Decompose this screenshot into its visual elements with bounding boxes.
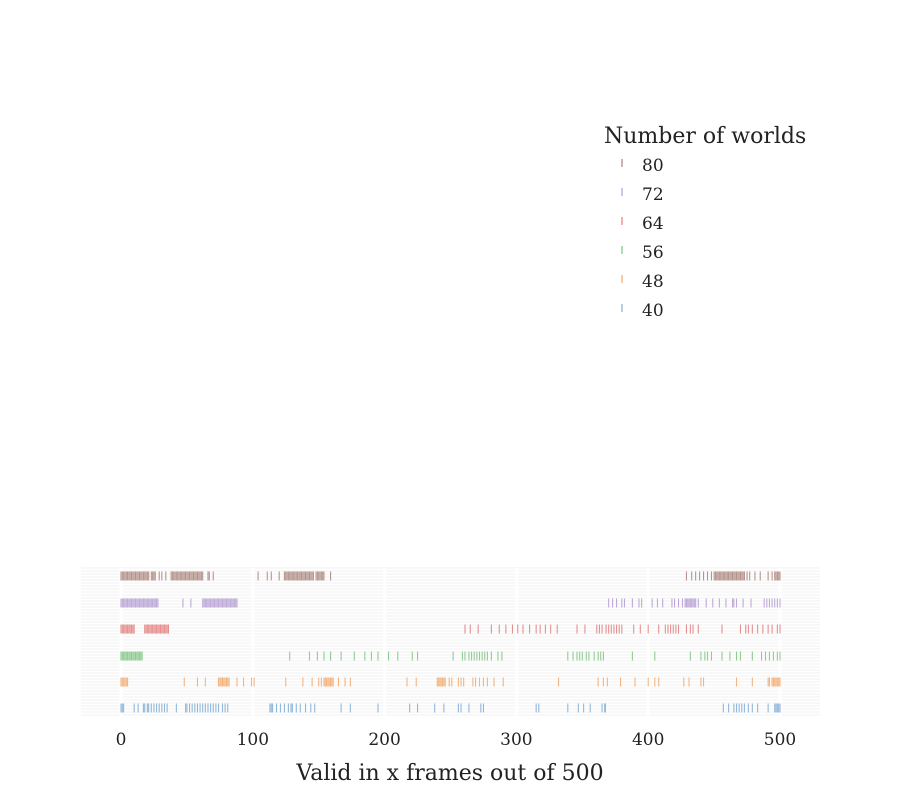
series-72: [120, 598, 781, 608]
x-tick-label: 100: [237, 730, 269, 750]
legend-title: Number of worlds: [604, 124, 806, 149]
series-40: [120, 703, 781, 713]
x-tick-label: 300: [500, 730, 532, 750]
legend-label: 72: [642, 185, 664, 205]
legend-label: 40: [642, 301, 664, 321]
series-56: [120, 651, 781, 661]
x-tick-label: 200: [368, 730, 400, 750]
legend-label: 64: [642, 214, 664, 234]
x-axis: 0 100 200 300 400 500: [116, 730, 797, 750]
x-tick-label: 500: [764, 730, 796, 750]
x-tick-label: 0: [116, 730, 127, 750]
series-80: [120, 571, 781, 581]
legend-label: 48: [642, 272, 664, 292]
series-64: [120, 624, 781, 634]
legend-label: 80: [642, 156, 664, 176]
x-tick-label: 400: [632, 730, 664, 750]
series-marks: [120, 571, 781, 713]
series-48: [120, 677, 781, 687]
grid: [81, 567, 820, 716]
legend-label: 56: [642, 243, 664, 263]
x-axis-title: Valid in x frames out of 500: [295, 761, 603, 786]
legend: Number of worlds 80 72 64 56 48 40: [604, 124, 806, 321]
